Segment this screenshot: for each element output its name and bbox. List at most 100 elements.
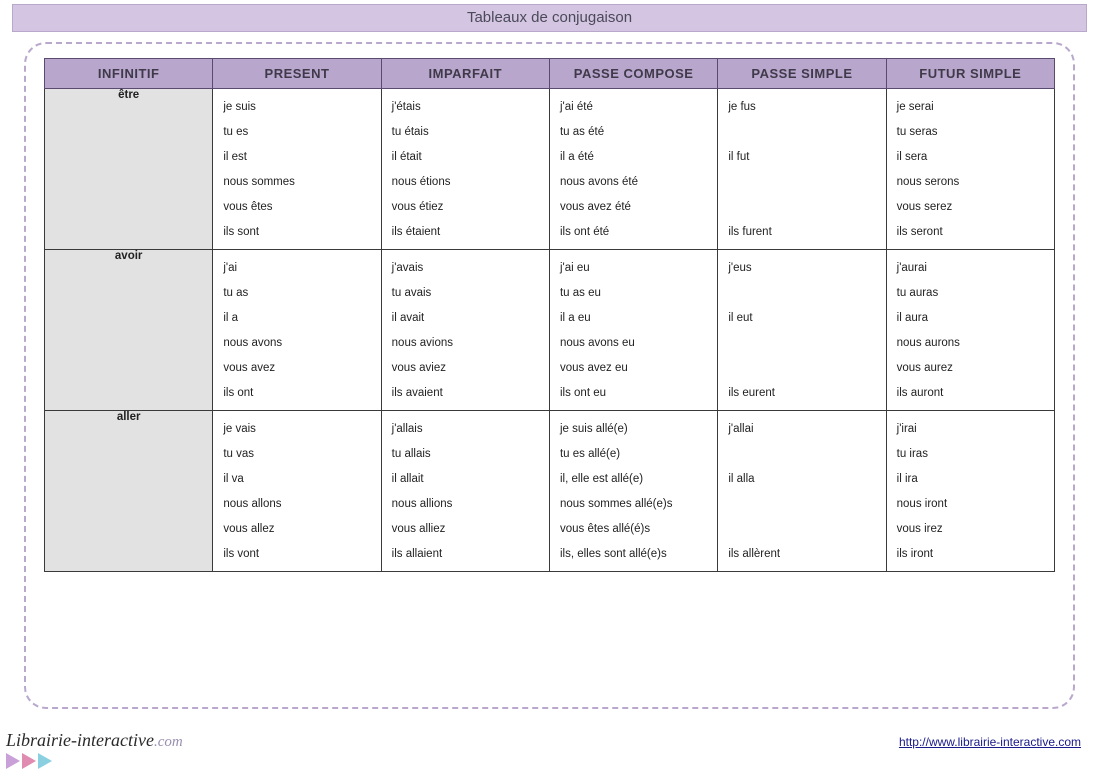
page-title-bar: Tableaux de conjugaison xyxy=(12,4,1087,32)
conjugation-form: vous serez xyxy=(897,195,1046,220)
conjugation-form: ils étaient xyxy=(392,220,541,245)
conjugation-form: j'ai xyxy=(223,256,372,281)
conjugation-form: nous sommes allé(e)s xyxy=(560,492,709,517)
conjugation-form: tu seras xyxy=(897,120,1046,145)
conjugation-form: j'allai xyxy=(728,417,877,442)
conjugation-form: vous êtes allé(é)s xyxy=(560,517,709,542)
conjugation-form: tu auras xyxy=(897,281,1046,306)
brand-main: Librairie-interactive xyxy=(6,730,154,750)
tense-cell-passesimp: j'allai il alla ils allèrent xyxy=(718,411,886,572)
conjugation-form: ils avaient xyxy=(392,381,541,406)
triangle-icon xyxy=(6,753,20,769)
col-futur: FUTUR SIMPLE xyxy=(886,59,1054,89)
conjugation-form xyxy=(728,331,877,356)
conjugation-form: tu avais xyxy=(392,281,541,306)
footer: Librairie-interactive.com http://www.lib… xyxy=(0,727,1099,771)
conjugation-form xyxy=(728,281,877,306)
tense-cell-futur: je seraitu serasil seranous seronsvous s… xyxy=(886,89,1054,250)
conjugation-form: je suis allé(e) xyxy=(560,417,709,442)
conjugation-form: vous avez xyxy=(223,356,372,381)
conjugation-form: j'allais xyxy=(392,417,541,442)
conjugation-form: il avait xyxy=(392,306,541,331)
conjugation-form: ils sont xyxy=(223,220,372,245)
conjugation-form: tu étais xyxy=(392,120,541,145)
conjugation-form: tu as été xyxy=(560,120,709,145)
conjugation-form: ils, elles sont allé(e)s xyxy=(560,542,709,567)
tense-cell-passecomp: j'ai eutu as euil a eunous avons euvous … xyxy=(549,250,717,411)
conjugation-form: ils seront xyxy=(897,220,1046,245)
conjugation-form: il a été xyxy=(560,145,709,170)
conjugation-form: vous aurez xyxy=(897,356,1046,381)
conjugation-form: il sera xyxy=(897,145,1046,170)
conjugation-form: j'ai eu xyxy=(560,256,709,281)
tense-cell-imparfait: j'allaistu allaisil allaitnous allionsvo… xyxy=(381,411,549,572)
conjugation-form: nous allons xyxy=(223,492,372,517)
conjugation-form: j'avais xyxy=(392,256,541,281)
tense-cell-present: je vaistu vasil vanous allonsvous allezi… xyxy=(213,411,381,572)
tense-cell-imparfait: j'étaistu étaisil étaitnous étionsvous é… xyxy=(381,89,549,250)
conjugation-form: tu allais xyxy=(392,442,541,467)
conjugation-form: nous avions xyxy=(392,331,541,356)
conjugation-form: vous avez été xyxy=(560,195,709,220)
conjugation-form: il aura xyxy=(897,306,1046,331)
tense-cell-imparfait: j'avaistu avaisil avaitnous avionsvous a… xyxy=(381,250,549,411)
conjugation-form xyxy=(728,170,877,195)
conjugation-form: vous alliez xyxy=(392,517,541,542)
conjugation-form: vous avez eu xyxy=(560,356,709,381)
conjugation-form: il eut xyxy=(728,306,877,331)
col-present: PRESENT xyxy=(213,59,381,89)
conjugation-form: il allait xyxy=(392,467,541,492)
conjugation-form: je fus xyxy=(728,95,877,120)
tense-cell-present: je suistu esil estnous sommesvous êtesil… xyxy=(213,89,381,250)
conjugation-table: INFINITIF PRESENT IMPARFAIT PASSE COMPOS… xyxy=(44,58,1055,572)
conjugation-form: ils vont xyxy=(223,542,372,567)
conjugation-form: vous irez xyxy=(897,517,1046,542)
conjugation-form: nous serons xyxy=(897,170,1046,195)
conjugation-form xyxy=(728,195,877,220)
conjugation-form: il ira xyxy=(897,467,1046,492)
triangle-icon xyxy=(38,753,52,769)
tense-cell-passesimp: j'eus il eut ils eurent xyxy=(718,250,886,411)
conjugation-form: ils ont été xyxy=(560,220,709,245)
conjugation-form: il était xyxy=(392,145,541,170)
conjugation-form: j'ai été xyxy=(560,95,709,120)
conjugation-form: nous étions xyxy=(392,170,541,195)
infinitive-cell: être xyxy=(45,89,213,250)
tense-cell-passesimp: je fus il fut ils furent xyxy=(718,89,886,250)
header-row: INFINITIF PRESENT IMPARFAIT PASSE COMPOS… xyxy=(45,59,1055,89)
conjugation-form: nous sommes xyxy=(223,170,372,195)
conjugation-form: j'aurai xyxy=(897,256,1046,281)
conjugation-form: il va xyxy=(223,467,372,492)
conjugation-form: ils auront xyxy=(897,381,1046,406)
play-icons xyxy=(6,753,52,769)
source-url-link[interactable]: http://www.librairie-interactive.com xyxy=(899,735,1081,749)
conjugation-form: je vais xyxy=(223,417,372,442)
brand-domain: .com xyxy=(154,734,183,750)
conjugation-form: vous étiez xyxy=(392,195,541,220)
conjugation-form xyxy=(728,442,877,467)
conjugation-form: je suis xyxy=(223,95,372,120)
conjugation-form: il, elle est allé(e) xyxy=(560,467,709,492)
table-row: êtreje suistu esil estnous sommesvous êt… xyxy=(45,89,1055,250)
conjugation-form: tu es allé(e) xyxy=(560,442,709,467)
triangle-icon xyxy=(22,753,36,769)
conjugation-form: j'étais xyxy=(392,95,541,120)
conjugation-form: nous avons eu xyxy=(560,331,709,356)
tense-cell-present: j'aitu asil anous avonsvous avezils ont xyxy=(213,250,381,411)
conjugation-form: vous aviez xyxy=(392,356,541,381)
conjugation-form: tu vas xyxy=(223,442,372,467)
conjugation-form: il a eu xyxy=(560,306,709,331)
tense-cell-passecomp: j'ai ététu as étéil a éténous avons étév… xyxy=(549,89,717,250)
col-passecomp: PASSE COMPOSE xyxy=(549,59,717,89)
conjugation-form: nous avons été xyxy=(560,170,709,195)
conjugation-form: il alla xyxy=(728,467,877,492)
conjugation-form: ils furent xyxy=(728,220,877,245)
col-infinitif: INFINITIF xyxy=(45,59,213,89)
conjugation-form: ils ont eu xyxy=(560,381,709,406)
conjugation-form xyxy=(728,120,877,145)
conjugation-form: il a xyxy=(223,306,372,331)
conjugation-form: j'eus xyxy=(728,256,877,281)
table-row: avoirj'aitu asil anous avonsvous avezils… xyxy=(45,250,1055,411)
tense-cell-passecomp: je suis allé(e)tu es allé(e)il, elle est… xyxy=(549,411,717,572)
conjugation-form: ils eurent xyxy=(728,381,877,406)
